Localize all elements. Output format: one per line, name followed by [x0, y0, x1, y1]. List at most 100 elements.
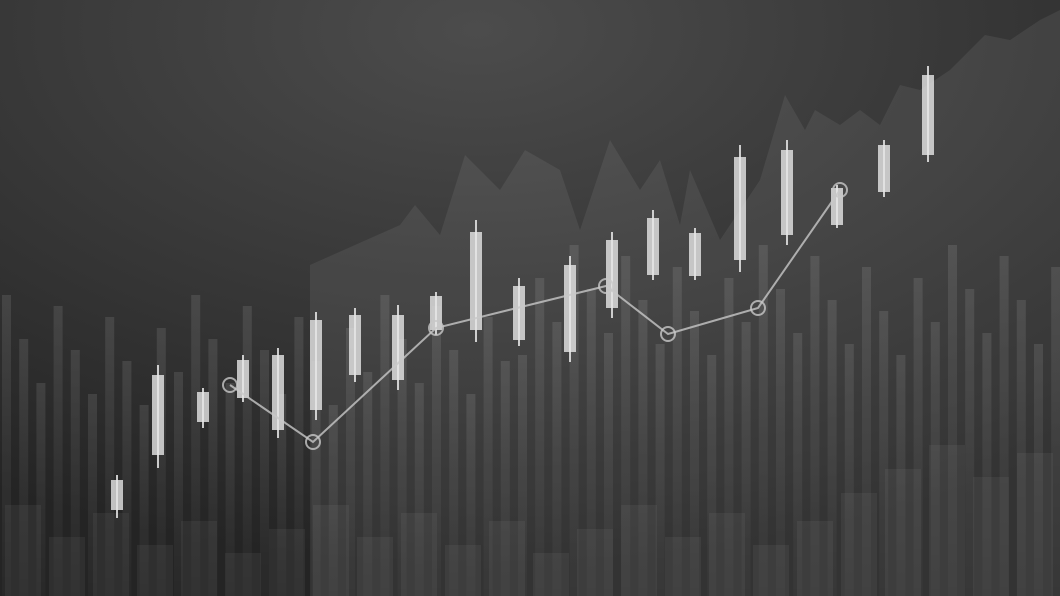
candle-body [781, 150, 793, 235]
background-bar [690, 311, 699, 596]
background-bar [70, 350, 80, 596]
line-point [660, 326, 676, 342]
background-bar [242, 306, 252, 596]
background-bar [879, 311, 889, 596]
background-bar [741, 322, 751, 596]
candle-body [430, 296, 442, 330]
candle-body [922, 75, 934, 155]
background-block [753, 545, 789, 596]
background-block [489, 521, 525, 596]
background-bar [621, 256, 631, 596]
background-bar [672, 267, 682, 596]
background-block [401, 513, 437, 596]
background-bar [862, 267, 871, 596]
background-bar [19, 339, 29, 596]
background-block [533, 553, 569, 596]
plot-area [111, 66, 934, 518]
candle-body [272, 355, 284, 430]
background-bar [363, 372, 373, 596]
background-bar [930, 322, 940, 596]
background-bar [535, 278, 545, 596]
candle-body [392, 315, 404, 380]
background-bar [965, 289, 975, 596]
candle-body [606, 240, 618, 308]
background-bar [380, 295, 390, 596]
background-block [709, 513, 745, 596]
candle-body [349, 315, 361, 375]
background-block [225, 553, 261, 596]
background-bar [191, 295, 201, 596]
background-bar [1034, 344, 1043, 596]
background-bar [156, 328, 166, 596]
background-block [313, 505, 349, 596]
background-block [577, 529, 613, 596]
background-bar [844, 344, 854, 596]
background-block [841, 493, 877, 596]
background-block [885, 469, 921, 596]
background-bar [88, 394, 97, 596]
background-block [269, 529, 305, 596]
candle-body [152, 375, 164, 455]
background-bar [982, 333, 992, 596]
background-bar [552, 322, 562, 596]
background-block [93, 513, 129, 596]
background-block [973, 477, 1009, 596]
background-block [445, 545, 481, 596]
line-point [598, 278, 614, 294]
candle-body [564, 265, 576, 352]
background-bar [707, 355, 717, 596]
candle-body [513, 286, 525, 340]
background-bar [311, 361, 321, 596]
background-bar [758, 245, 768, 596]
background-bars [2, 245, 1060, 596]
candle-body [237, 360, 249, 398]
background-bar [604, 333, 613, 596]
background-bar [397, 339, 407, 596]
background-bar [638, 300, 648, 596]
background-bar [586, 289, 596, 596]
background-bar [776, 289, 785, 596]
candle-body [197, 392, 209, 422]
background-bar [139, 405, 149, 596]
background-bar [655, 344, 665, 596]
background-bar [500, 361, 510, 596]
background-bar [294, 317, 304, 596]
background-bar [948, 245, 957, 596]
background-bar [724, 278, 734, 596]
background-bar [793, 333, 803, 596]
background-bar [260, 350, 269, 596]
line-point [750, 300, 766, 316]
background-block [797, 521, 833, 596]
candle-body [878, 145, 890, 192]
background-block [5, 505, 41, 596]
background-block [137, 545, 173, 596]
background-bar [569, 245, 579, 596]
background-bar [174, 372, 183, 596]
background-bar [518, 355, 527, 596]
line-point [222, 377, 238, 393]
background-bar [53, 306, 63, 596]
background-bar [999, 256, 1009, 596]
background-block [49, 537, 85, 596]
line-point [428, 320, 444, 336]
background-mountain [310, 10, 1060, 596]
background-bar [896, 355, 906, 596]
background-bar [208, 339, 218, 596]
background-block [621, 505, 657, 596]
background-block [181, 521, 217, 596]
background-bar [225, 383, 235, 596]
background-bar [105, 317, 115, 596]
background-bar [483, 317, 493, 596]
background-bar [466, 394, 476, 596]
candle-body [734, 157, 746, 260]
line-point [305, 434, 321, 450]
background-block [1017, 453, 1053, 596]
background-block [665, 537, 701, 596]
candle-body [111, 480, 123, 510]
background-bar [328, 405, 338, 596]
background-bar [277, 394, 287, 596]
background-bar [36, 383, 46, 596]
candle-body [689, 233, 701, 276]
line [229, 189, 841, 444]
